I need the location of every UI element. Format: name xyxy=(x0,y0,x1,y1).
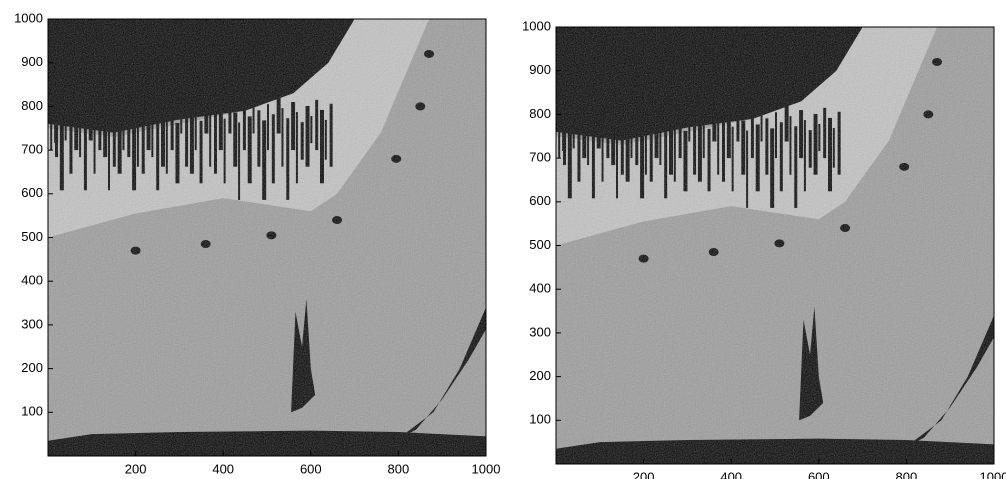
panel: 200 400 600 800 1000 100 200 300 400 500 600 700 800… xyxy=(522,18,1006,479)
x-tick-label: 400 xyxy=(212,461,234,476)
y-tick-label: 100 xyxy=(21,404,43,419)
y-tick-label: 1000 xyxy=(14,10,43,25)
x-tick-label: 400 xyxy=(720,469,742,479)
y-tick-label: 900 xyxy=(529,62,551,77)
y-tick-label: 500 xyxy=(529,237,551,252)
noise xyxy=(48,19,486,456)
x-tick-label: 800 xyxy=(388,461,410,476)
y-tick-label: 700 xyxy=(21,142,43,157)
y-tick-label: 900 xyxy=(21,54,43,69)
y-tick-label: 700 xyxy=(529,150,551,165)
x-tick-label: 800 xyxy=(896,469,918,479)
x-tick-label: 200 xyxy=(125,461,147,476)
x-tick-label: 600 xyxy=(300,461,322,476)
image xyxy=(48,19,486,456)
y-tick-label: 200 xyxy=(21,360,43,375)
y-tick-label: 800 xyxy=(529,106,551,121)
y-tick-label: 600 xyxy=(529,193,551,208)
y-tick-label: 300 xyxy=(21,316,43,331)
y-tick-label: 600 xyxy=(21,185,43,200)
y-tick-label: 300 xyxy=(529,324,551,339)
image xyxy=(556,27,994,464)
y-tick-label: 400 xyxy=(21,273,43,288)
y-tick-label: 200 xyxy=(529,368,551,383)
x-tick-label: 1000 xyxy=(472,461,501,476)
panel: 200 400 600 800 1000 100 200 300 400 500 600 700 800… xyxy=(14,10,500,476)
x-tick-label: 200 xyxy=(633,469,655,479)
y-tick-label: 1000 xyxy=(522,18,551,33)
y-tick-label: 100 xyxy=(529,412,551,427)
x-tick-label: 1000 xyxy=(980,469,1006,479)
y-tick-label: 400 xyxy=(529,281,551,296)
y-tick-label: 500 xyxy=(21,229,43,244)
x-tick-label: 600 xyxy=(808,469,830,479)
noise xyxy=(556,27,994,464)
y-tick-label: 800 xyxy=(21,98,43,113)
